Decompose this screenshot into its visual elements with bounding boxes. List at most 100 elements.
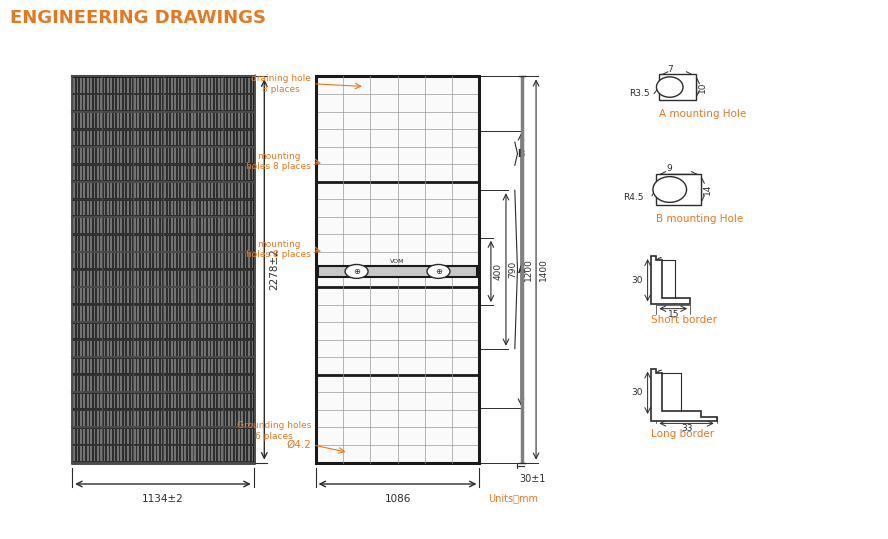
Bar: [121, 95, 123, 110]
Bar: [123, 288, 125, 303]
Bar: [151, 236, 153, 251]
Bar: [221, 78, 223, 93]
Bar: [151, 218, 153, 233]
Bar: [232, 323, 233, 338]
Bar: [174, 130, 176, 145]
Bar: [134, 394, 136, 409]
Bar: [123, 201, 125, 216]
Bar: [211, 358, 213, 374]
Bar: [191, 201, 193, 216]
Bar: [157, 218, 159, 233]
Bar: [164, 411, 166, 426]
Bar: [201, 306, 202, 321]
Bar: [245, 306, 247, 321]
Bar: [198, 288, 200, 303]
Bar: [234, 113, 236, 128]
Bar: [221, 253, 223, 268]
Bar: [315, 77, 480, 462]
Bar: [131, 113, 132, 128]
Bar: [74, 253, 75, 268]
Bar: [83, 306, 85, 321]
Bar: [121, 271, 123, 286]
Bar: [218, 376, 219, 391]
Bar: [178, 148, 179, 163]
Bar: [80, 358, 82, 374]
Bar: [131, 429, 132, 444]
Bar: [138, 183, 139, 198]
Bar: [178, 271, 179, 286]
Bar: [215, 341, 216, 356]
Bar: [228, 394, 230, 409]
Bar: [178, 95, 179, 110]
Bar: [248, 288, 250, 303]
Bar: [157, 358, 159, 374]
Bar: [204, 95, 206, 110]
Bar: [144, 271, 146, 286]
Bar: [191, 446, 193, 461]
Bar: [138, 78, 139, 93]
Bar: [114, 218, 115, 233]
Bar: [181, 95, 183, 110]
Bar: [251, 218, 253, 233]
Bar: [164, 165, 166, 181]
Bar: [168, 130, 170, 145]
Bar: [181, 288, 183, 303]
Bar: [201, 446, 202, 461]
Bar: [123, 183, 125, 198]
Bar: [72, 77, 254, 462]
Bar: [140, 236, 142, 251]
Bar: [151, 323, 153, 338]
Bar: [76, 323, 78, 338]
Bar: [74, 95, 75, 110]
Bar: [251, 341, 253, 356]
Bar: [93, 446, 95, 461]
Bar: [100, 95, 102, 110]
Bar: [198, 394, 200, 409]
Bar: [228, 218, 230, 233]
Bar: [83, 78, 85, 93]
Bar: [157, 183, 159, 198]
Bar: [198, 306, 200, 321]
Bar: [80, 218, 82, 233]
Bar: [114, 113, 115, 128]
Bar: [110, 271, 112, 286]
Bar: [174, 358, 176, 374]
Bar: [87, 113, 89, 128]
Bar: [117, 78, 119, 93]
Bar: [164, 236, 166, 251]
Bar: [242, 165, 243, 181]
Bar: [83, 148, 85, 163]
Text: ⊕: ⊕: [353, 267, 361, 276]
Bar: [218, 236, 219, 251]
Bar: [204, 218, 206, 233]
Bar: [221, 165, 223, 181]
Bar: [194, 323, 196, 338]
Bar: [242, 148, 243, 163]
Bar: [185, 358, 186, 374]
Bar: [123, 78, 125, 93]
Bar: [76, 288, 78, 303]
Bar: [248, 183, 250, 198]
Bar: [211, 394, 213, 409]
Bar: [238, 148, 240, 163]
Bar: [100, 253, 102, 268]
Text: Grounding holes
6 places: Grounding holes 6 places: [237, 421, 311, 441]
Bar: [218, 323, 219, 338]
Bar: [234, 78, 236, 93]
Bar: [191, 183, 193, 198]
Bar: [211, 411, 213, 426]
Bar: [123, 394, 125, 409]
Bar: [97, 218, 99, 233]
Bar: [127, 201, 129, 216]
Bar: [127, 165, 129, 181]
Text: mounting
holes 8 places: mounting holes 8 places: [247, 240, 311, 259]
Bar: [204, 253, 206, 268]
Bar: [123, 306, 125, 321]
Bar: [242, 78, 243, 93]
Bar: [234, 341, 236, 356]
Bar: [245, 165, 247, 181]
Bar: [232, 341, 233, 356]
Text: ⊕: ⊕: [435, 267, 442, 276]
Bar: [168, 165, 170, 181]
Bar: [144, 429, 146, 444]
